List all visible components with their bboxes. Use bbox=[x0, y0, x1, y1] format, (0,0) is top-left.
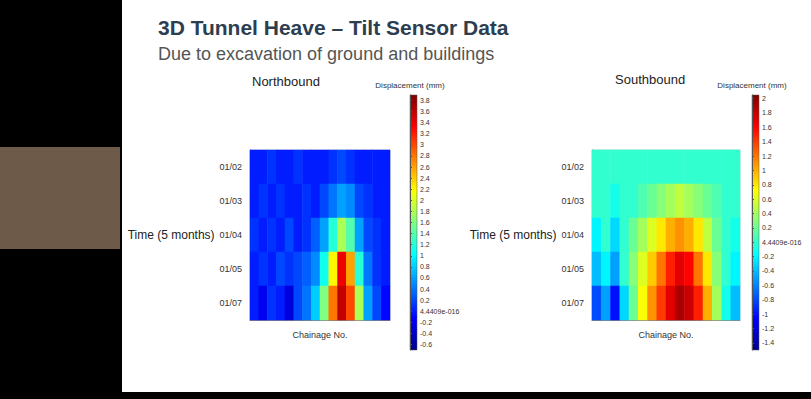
svg-text:Time (5 months): Time (5 months) bbox=[470, 228, 557, 242]
svg-text:2.6: 2.6 bbox=[420, 164, 430, 171]
svg-text:2.2: 2.2 bbox=[420, 186, 430, 193]
svg-text:1.2: 1.2 bbox=[762, 153, 772, 160]
svg-text:-1.2: -1.2 bbox=[762, 325, 774, 332]
svg-text:1: 1 bbox=[420, 252, 424, 259]
svg-text:3.4: 3.4 bbox=[420, 119, 430, 126]
svg-text:2: 2 bbox=[762, 95, 766, 102]
svg-text:01/03: 01/03 bbox=[561, 196, 584, 206]
svg-text:1.6: 1.6 bbox=[762, 124, 772, 131]
svg-text:2: 2 bbox=[420, 197, 424, 204]
svg-text:01/02: 01/02 bbox=[561, 162, 584, 172]
svg-text:Due to excavation of ground an: Due to excavation of ground and building… bbox=[158, 44, 494, 64]
svg-text:01/05: 01/05 bbox=[219, 264, 242, 274]
svg-text:Northbound: Northbound bbox=[252, 74, 320, 89]
svg-text:1.4: 1.4 bbox=[762, 138, 772, 145]
svg-text:2.4: 2.4 bbox=[420, 175, 430, 182]
svg-text:-0.4: -0.4 bbox=[420, 330, 432, 337]
svg-text:1.2: 1.2 bbox=[420, 241, 430, 248]
svg-text:0.4: 0.4 bbox=[762, 210, 772, 217]
svg-text:3.8: 3.8 bbox=[420, 97, 430, 104]
svg-text:-0.8: -0.8 bbox=[762, 296, 774, 303]
svg-text:0.2: 0.2 bbox=[762, 224, 772, 231]
svg-text:-1.4: -1.4 bbox=[762, 339, 774, 346]
svg-text:Chainage No.: Chainage No. bbox=[638, 330, 693, 340]
svg-text:Chainage No.: Chainage No. bbox=[292, 330, 347, 340]
svg-text:1: 1 bbox=[762, 167, 766, 174]
svg-text:-1: -1 bbox=[762, 311, 768, 318]
svg-text:-0.2: -0.2 bbox=[420, 319, 432, 326]
svg-text:01/04: 01/04 bbox=[219, 230, 242, 240]
svg-text:Displacement (mm): Displacement (mm) bbox=[717, 81, 787, 90]
svg-text:-0.2: -0.2 bbox=[762, 253, 774, 260]
svg-text:01/07: 01/07 bbox=[219, 298, 242, 308]
svg-text:1.6: 1.6 bbox=[420, 219, 430, 226]
svg-text:3.2: 3.2 bbox=[420, 130, 430, 137]
svg-text:0.6: 0.6 bbox=[420, 274, 430, 281]
svg-text:0.6: 0.6 bbox=[762, 196, 772, 203]
svg-text:Time (5 months): Time (5 months) bbox=[128, 228, 215, 242]
svg-text:3.6: 3.6 bbox=[420, 108, 430, 115]
svg-text:01/07: 01/07 bbox=[561, 298, 584, 308]
svg-text:Southbound: Southbound bbox=[615, 72, 685, 87]
svg-text:01/05: 01/05 bbox=[561, 264, 584, 274]
svg-text:0.8: 0.8 bbox=[420, 263, 430, 270]
svg-text:-0.4: -0.4 bbox=[762, 267, 774, 274]
svg-text:4.4409e-016: 4.4409e-016 bbox=[762, 239, 801, 246]
svg-text:-0.6: -0.6 bbox=[762, 282, 774, 289]
svg-text:01/04: 01/04 bbox=[561, 230, 584, 240]
svg-text:1.8: 1.8 bbox=[420, 208, 430, 215]
svg-text:2.8: 2.8 bbox=[420, 152, 430, 159]
svg-text:0.4: 0.4 bbox=[420, 286, 430, 293]
svg-text:01/03: 01/03 bbox=[219, 196, 242, 206]
svg-text:1.8: 1.8 bbox=[762, 109, 772, 116]
svg-text:0.8: 0.8 bbox=[762, 181, 772, 188]
svg-text:01/02: 01/02 bbox=[219, 162, 242, 172]
svg-text:Displacement (mm): Displacement (mm) bbox=[375, 81, 445, 90]
svg-text:3: 3 bbox=[420, 141, 424, 148]
svg-text:-0.6: -0.6 bbox=[420, 341, 432, 348]
svg-text:0.2: 0.2 bbox=[420, 297, 430, 304]
svg-text:4.4409e-016: 4.4409e-016 bbox=[420, 308, 459, 315]
svg-text:1.4: 1.4 bbox=[420, 230, 430, 237]
svg-text:3D Tunnel Heave – Tilt Sensor: 3D Tunnel Heave – Tilt Sensor Data bbox=[158, 16, 509, 39]
